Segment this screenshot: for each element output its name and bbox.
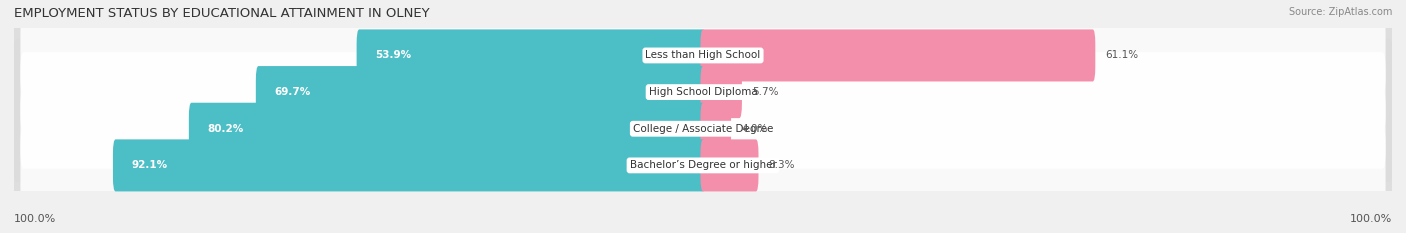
- Text: 80.2%: 80.2%: [207, 124, 243, 134]
- FancyBboxPatch shape: [21, 16, 1385, 95]
- FancyBboxPatch shape: [21, 52, 1385, 132]
- FancyBboxPatch shape: [13, 112, 1393, 219]
- Text: 69.7%: 69.7%: [274, 87, 311, 97]
- FancyBboxPatch shape: [700, 103, 731, 155]
- Text: High School Diploma: High School Diploma: [648, 87, 758, 97]
- FancyBboxPatch shape: [13, 2, 1393, 109]
- FancyBboxPatch shape: [21, 89, 1385, 169]
- FancyBboxPatch shape: [700, 29, 1095, 82]
- Text: College / Associate Degree: College / Associate Degree: [633, 124, 773, 134]
- Text: 4.0%: 4.0%: [741, 124, 768, 134]
- Text: Bachelor’s Degree or higher: Bachelor’s Degree or higher: [630, 160, 776, 170]
- FancyBboxPatch shape: [188, 103, 706, 155]
- Text: 5.7%: 5.7%: [752, 87, 779, 97]
- FancyBboxPatch shape: [112, 139, 706, 192]
- FancyBboxPatch shape: [700, 66, 742, 118]
- FancyBboxPatch shape: [256, 66, 706, 118]
- Text: 61.1%: 61.1%: [1105, 51, 1139, 60]
- FancyBboxPatch shape: [700, 139, 758, 192]
- FancyBboxPatch shape: [21, 126, 1385, 205]
- Text: 100.0%: 100.0%: [1350, 214, 1392, 224]
- Text: 53.9%: 53.9%: [375, 51, 411, 60]
- Text: 92.1%: 92.1%: [131, 160, 167, 170]
- FancyBboxPatch shape: [357, 29, 706, 82]
- Text: 100.0%: 100.0%: [14, 214, 56, 224]
- Text: Source: ZipAtlas.com: Source: ZipAtlas.com: [1288, 7, 1392, 17]
- FancyBboxPatch shape: [13, 75, 1393, 182]
- Text: 8.3%: 8.3%: [769, 160, 796, 170]
- FancyBboxPatch shape: [13, 39, 1393, 145]
- Text: Less than High School: Less than High School: [645, 51, 761, 60]
- Text: EMPLOYMENT STATUS BY EDUCATIONAL ATTAINMENT IN OLNEY: EMPLOYMENT STATUS BY EDUCATIONAL ATTAINM…: [14, 7, 430, 20]
